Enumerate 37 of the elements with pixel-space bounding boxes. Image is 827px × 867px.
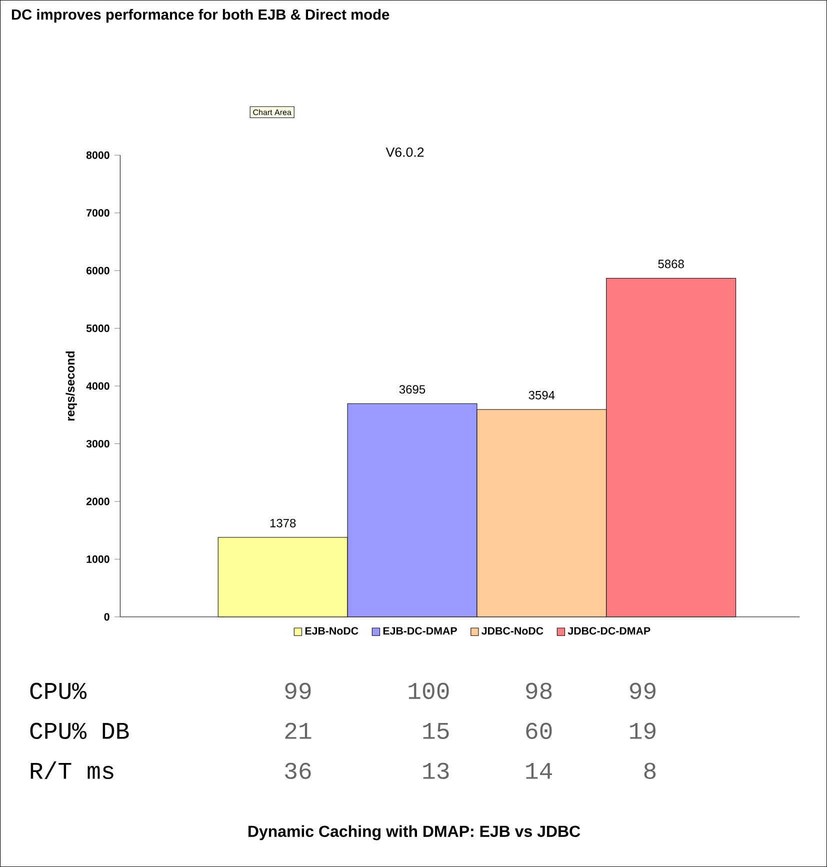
y-tick-label: 4000 <box>86 382 110 390</box>
text: 98 <box>526 682 552 700</box>
y-tick-label: 6000 <box>86 266 110 274</box>
y-tick-label: 3000 <box>86 440 110 448</box>
chart-subtitle: V6.0.2 <box>386 147 424 157</box>
legend-label: JDBC-DC-DMAP <box>568 627 650 635</box>
data-label: 1378 <box>270 518 296 528</box>
y-tick-label: 8000 <box>86 151 110 159</box>
y-tick-label: 5000 <box>86 324 110 332</box>
y-tick-label: 0 <box>104 613 110 621</box>
data-label: 3594 <box>528 390 555 400</box>
text: 100 <box>408 682 449 700</box>
legend-label: EJB-NoDC <box>305 627 358 635</box>
text: 36 <box>285 762 311 780</box>
text: R/T ms <box>30 761 114 780</box>
y-axis-title: reqs/second <box>66 351 77 421</box>
text: CPU% <box>30 682 87 700</box>
text: 15 <box>423 723 449 740</box>
text: 13 <box>423 762 449 780</box>
chart-title: DC improves performance for both EJB & Direct mode <box>12 8 390 23</box>
text: 21 <box>285 722 312 739</box>
legend-label: EJB-DC-DMAP <box>383 627 457 635</box>
data-label: 5868 <box>658 260 684 268</box>
text: 14 <box>526 762 552 779</box>
y-tick-label: 2000 <box>86 498 110 506</box>
y-tick-label: 1000 <box>86 555 110 563</box>
text: 99 <box>285 682 311 700</box>
text: 99 <box>630 682 656 700</box>
data-label: 3695 <box>399 385 426 394</box>
legend-label: JDBC-NoDC <box>482 627 544 635</box>
text: Chart Area <box>253 109 292 116</box>
text: 8 <box>644 762 656 780</box>
text: 19 <box>630 722 656 740</box>
text: Dynamic Caching with DMAP: EJB vs JDBC <box>248 825 580 840</box>
text: 60 <box>526 722 552 740</box>
y-tick-label: 7000 <box>86 209 110 217</box>
text: CPU% DB <box>30 722 129 740</box>
